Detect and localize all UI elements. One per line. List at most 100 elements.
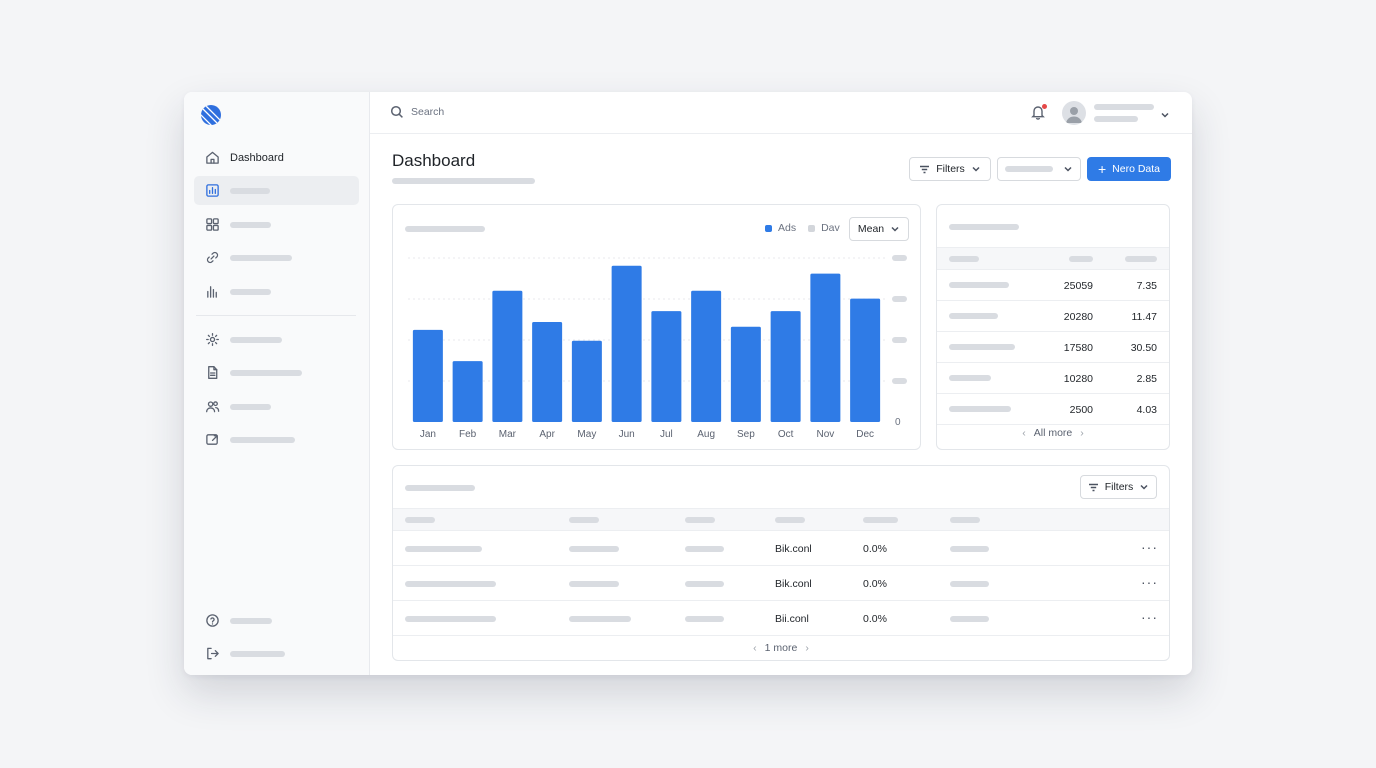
bar-feb[interactable] [452,361,483,422]
stats-row[interactable]: 25059 7.35 [937,270,1169,301]
sidebar-item-users[interactable] [194,392,359,421]
bar-chart-icon [204,284,220,300]
chevron-down-icon [1139,482,1149,492]
avatar[interactable] [1062,101,1086,125]
legend-item-dav[interactable]: Dav [808,222,840,234]
sidebar-item-label-placeholder [230,288,271,295]
bar-may[interactable] [571,340,602,422]
row-label-placeholder [949,282,1009,288]
y-tick-placeholder [892,255,907,261]
new-data-button[interactable]: + Nero Data [1087,157,1171,181]
legend-label: Ads [778,222,797,234]
help-icon [204,613,220,629]
sidebar-item-logout[interactable] [194,639,359,668]
chevron-down-icon [971,164,981,174]
table-cell: 0.0% [863,543,887,555]
bar-jun[interactable] [611,265,642,422]
link-icon [204,250,220,266]
sidebar-item-dashboard[interactable]: Dashboard [194,143,359,172]
sidebar-item-help[interactable] [194,606,359,635]
sidebar-item-reports[interactable] [194,277,359,306]
legend-label: Dav [821,222,840,234]
sidebar-item-label-placeholder [230,650,285,657]
cell-placeholder [950,546,989,552]
stats-pagination[interactable]: ‹ All more › [937,427,1169,439]
sidebar-item-label-placeholder [230,254,292,261]
aggregation-select[interactable]: Mean [849,217,909,241]
sidebar-item-analytics[interactable] [194,176,359,205]
more-icon[interactable]: ··· [1141,609,1158,625]
x-tick-label: Sep [737,429,755,440]
more-icon[interactable]: ··· [1141,539,1158,555]
stats-value: 4.03 [1136,404,1157,416]
bar-oct[interactable] [770,311,801,422]
stats-row[interactable]: 20280 11.47 [937,301,1169,332]
header-placeholder [685,517,715,523]
user-role-placeholder [1094,116,1138,122]
sidebar-item-documents[interactable] [194,358,359,387]
legend-item-ads[interactable]: Ads [765,222,796,234]
header-placeholder [863,517,898,523]
chevron-left-icon[interactable]: ‹ [1022,427,1026,439]
cell-placeholder [685,616,724,622]
stats-value: 25059 [1063,280,1093,292]
logo-icon[interactable] [200,104,222,126]
sidebar-item-links[interactable] [194,243,359,272]
x-tick-label: Oct [778,429,794,440]
top-bar: Search [370,92,1192,134]
search-input[interactable]: Search [390,105,444,119]
chevron-right-icon[interactable]: › [805,642,809,654]
cell-placeholder [405,616,496,622]
x-tick-label: May [577,429,596,440]
bar-dec[interactable] [850,298,881,422]
chart-card: Ads Dav Mean 0 Jan Feb Mar Apr May Jun Jul Aug Se… [392,204,921,450]
sidebar-item-export[interactable] [194,425,359,454]
export-icon [204,432,220,448]
bar-nov[interactable] [810,273,841,422]
chevron-down-icon[interactable] [1160,107,1172,119]
sidebar-item-label-placeholder [230,403,271,410]
notifications-button[interactable] [1030,104,1048,122]
sidebar-item-settings[interactable] [194,325,359,354]
sidebar-item-grid[interactable] [194,210,359,239]
stats-row[interactable]: 10280 2.85 [937,363,1169,394]
stats-value: 20280 [1063,311,1093,323]
x-tick-label: Dec [856,429,874,440]
bar-sep[interactable] [730,326,761,422]
bar-apr[interactable] [532,322,563,422]
table-row[interactable]: Bii.conl 0.0% ··· [393,601,1169,636]
legend-swatch [765,224,772,232]
y-tick-placeholder [892,378,907,384]
row-label-placeholder [949,344,1015,350]
sidebar-item-label: Dashboard [230,151,284,164]
x-tick-label: Jun [619,429,635,440]
chevron-left-icon[interactable]: ‹ [753,642,757,654]
table-row[interactable]: Bik.conl 0.0% ··· [393,531,1169,566]
table-title-placeholder [405,485,475,491]
stats-value: 2500 [1069,404,1093,416]
table-pagination[interactable]: ‹ 1 more › [393,642,1169,654]
stats-row[interactable]: 17580 30.50 [937,332,1169,363]
bar-aug[interactable] [691,290,722,422]
bar-jul[interactable] [651,311,682,422]
header-placeholder [775,517,805,523]
cell-placeholder [405,546,482,552]
chevron-down-icon [890,224,900,234]
table-footer-label: 1 more [764,642,798,654]
table-cell: Bii.conl [775,613,809,625]
period-select[interactable] [997,157,1081,181]
x-tick-label: Mar [499,429,517,440]
table-row[interactable]: Bik.conl 0.0% ··· [393,566,1169,601]
sidebar: Dashboard [184,92,370,675]
stats-row[interactable]: 2500 4.03 [937,394,1169,425]
analytics-icon [204,183,220,199]
bar-mar[interactable] [492,290,523,422]
chart-title-placeholder [405,226,485,232]
more-icon[interactable]: ··· [1141,574,1158,590]
plus-icon: + [1097,161,1107,177]
legend-swatch [808,224,816,232]
filters-button[interactable]: Filters [909,157,991,181]
table-filters-button[interactable]: Filters [1080,475,1157,499]
chevron-right-icon[interactable]: › [1080,427,1084,439]
bar-jan[interactable] [412,329,443,422]
